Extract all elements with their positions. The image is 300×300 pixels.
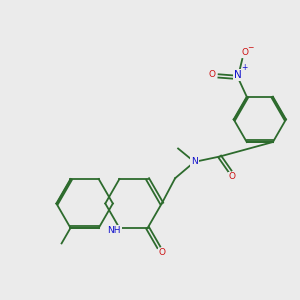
Text: −: − (248, 43, 254, 52)
Text: NH: NH (107, 226, 121, 235)
Text: O: O (241, 48, 248, 57)
Text: +: + (241, 63, 248, 72)
Text: O: O (229, 172, 236, 181)
Text: O: O (159, 248, 166, 257)
Text: O: O (208, 70, 215, 79)
Text: N: N (234, 70, 242, 80)
Text: N: N (191, 158, 198, 166)
